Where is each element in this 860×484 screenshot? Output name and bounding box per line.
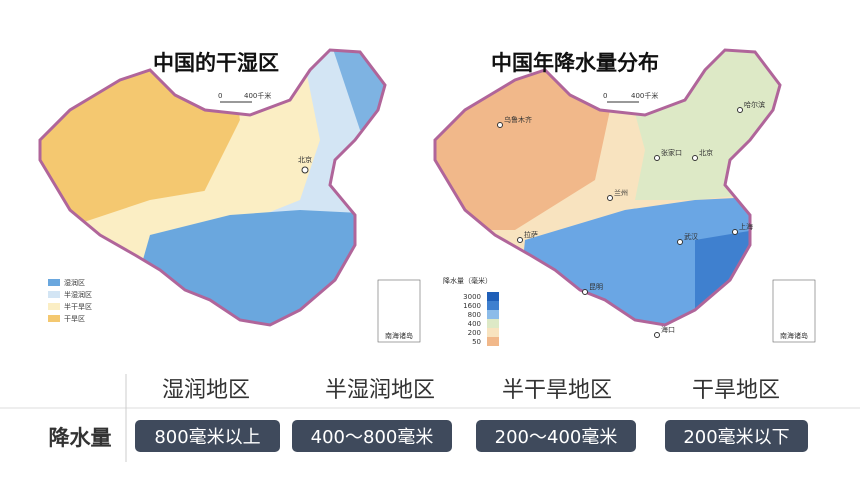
legend-swatch xyxy=(487,310,499,319)
row-header: 降水量 xyxy=(49,426,112,450)
city: 北京 xyxy=(699,148,713,157)
legend-level: 3000 xyxy=(463,293,481,301)
legend-level: 50 xyxy=(472,338,481,346)
city-dot xyxy=(497,122,503,128)
city-dot xyxy=(654,332,660,338)
city-dot xyxy=(677,239,683,245)
legend-swatch xyxy=(487,337,499,346)
column-header: 干旱地区 xyxy=(692,378,780,403)
legend-swatch xyxy=(487,301,499,310)
city-dot xyxy=(692,155,698,161)
city: 哈尔滨 xyxy=(744,100,765,109)
column-header: 湿润地区 xyxy=(162,378,250,403)
cell-box xyxy=(665,420,808,452)
city: 拉萨 xyxy=(524,230,538,239)
cell-box xyxy=(292,420,452,452)
cell: 200毫米以下 xyxy=(683,427,789,448)
cell-box xyxy=(476,420,636,452)
city: 武汉 xyxy=(684,232,698,241)
legend-level: 800 xyxy=(468,311,481,319)
cell-box xyxy=(135,420,280,452)
scale-length: 400千米 xyxy=(631,91,658,100)
legend-title: 降水量（毫米） xyxy=(443,276,492,285)
map-title: 中国年降水量分布 xyxy=(491,51,659,75)
inset-label: 南海诸岛 xyxy=(385,331,413,340)
scale-length: 400千米 xyxy=(244,91,271,100)
legend-level: 1600 xyxy=(463,302,481,310)
city-dot xyxy=(517,237,523,243)
city: 北京 xyxy=(298,155,312,164)
legend-item: 湿润区 xyxy=(64,278,85,287)
legend-level: 400 xyxy=(468,320,481,328)
column-header: 半干旱地区 xyxy=(502,378,612,403)
city-dot xyxy=(732,229,738,235)
city: 昆明 xyxy=(589,283,603,291)
inset-label: 南海诸岛 xyxy=(780,331,808,340)
city: 乌鲁木齐 xyxy=(504,115,532,124)
city-dot xyxy=(582,289,588,295)
city-dot xyxy=(737,107,743,113)
legend: 湿润区 半湿润区 半干旱区 干旱区 xyxy=(48,278,92,323)
cell: 200～400毫米 xyxy=(495,427,618,448)
city: 兰州 xyxy=(614,188,628,197)
city: 上海 xyxy=(739,222,753,231)
cell: 400～800毫米 xyxy=(311,427,434,448)
city-dot xyxy=(607,195,613,201)
city: 海口 xyxy=(661,325,675,334)
legend-item: 半干旱区 xyxy=(64,302,92,311)
dry-wet-map: 南海诸岛 0 400千米 北京 湿润区 半湿润区 半干旱区 干旱区 中国的干湿区 xyxy=(38,48,421,343)
scale-zero: 0 xyxy=(218,92,222,100)
legend-swatch xyxy=(487,292,499,301)
cell: 800毫米以上 xyxy=(154,427,260,448)
scale-zero: 0 xyxy=(603,92,607,100)
legend-item: 干旱区 xyxy=(64,315,85,323)
city: 张家口 xyxy=(661,148,682,157)
map-title: 中国的干湿区 xyxy=(153,51,279,75)
legend-swatch xyxy=(487,328,499,337)
table: 湿润地区 800毫米以上 半湿润地区 400～800毫米 半干旱地区 200～400毫米 干… xyxy=(135,378,808,452)
legend-level: 200 xyxy=(468,329,481,337)
city-dot xyxy=(654,155,660,161)
legend-swatch xyxy=(487,319,499,328)
column-header: 半湿润地区 xyxy=(325,378,435,403)
legend-item: 半湿润区 xyxy=(64,290,92,299)
